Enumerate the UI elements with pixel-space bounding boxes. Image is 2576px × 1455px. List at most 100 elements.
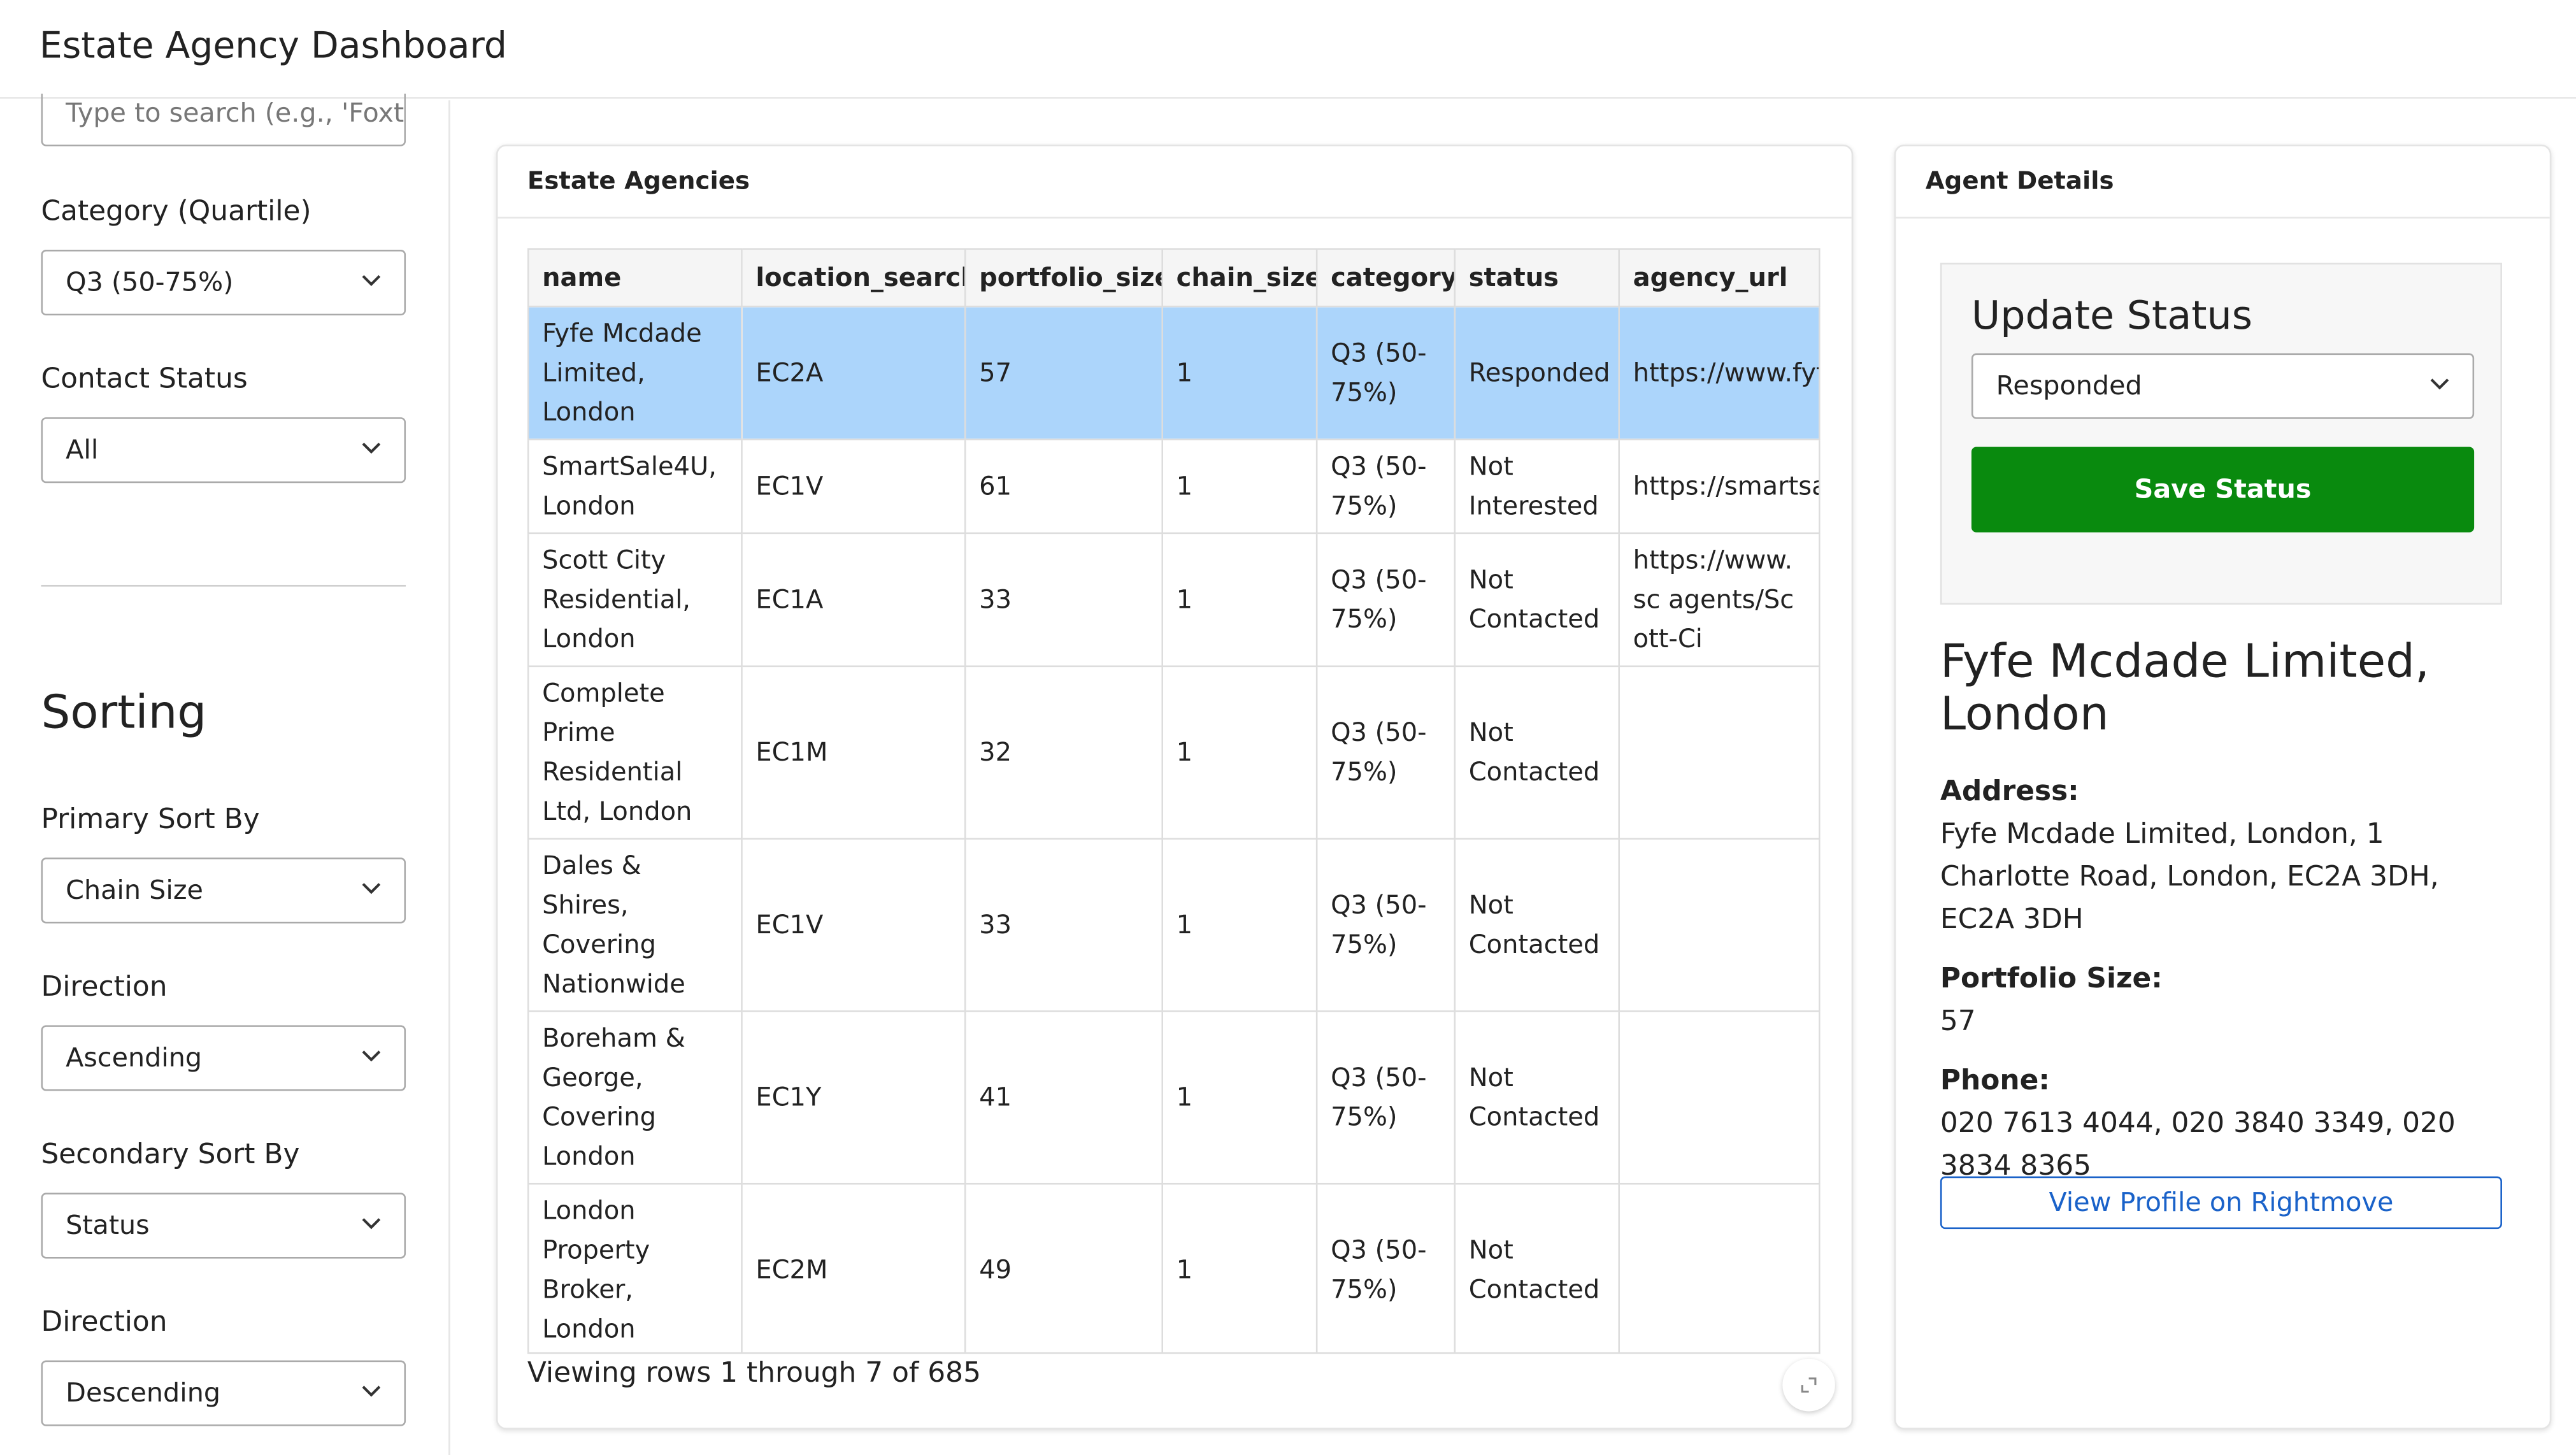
- chevron: [362, 275, 381, 287]
- table-cell: 1: [1161, 1182, 1318, 1352]
- table-cell: 33: [964, 838, 1164, 1012]
- card-title: Agent Details: [1896, 147, 2550, 219]
- table-cell: 61: [964, 438, 1164, 534]
- table-cell: Q3 (50-75%): [1315, 1010, 1456, 1185]
- column-header[interactable]: location_search: [741, 248, 966, 308]
- agent-fields: Address: Fyfe Mcdade Limited, London, 1 C…: [1940, 771, 2515, 1205]
- column-header[interactable]: chain_size: [1161, 248, 1318, 308]
- sort-select[interactable]: Ascending: [41, 1025, 406, 1091]
- filter-label: Contact Status: [41, 362, 248, 396]
- agent-name: Fyfe Mcdade Limited, London: [1940, 634, 2429, 742]
- table-row[interactable]: Complete Prime Residential Ltd, London EC…: [527, 665, 1821, 840]
- search-input[interactable]: Type to search (e.g., 'Foxt: [41, 94, 406, 147]
- sort-label: Direction: [41, 971, 168, 1004]
- table-cell: 1: [1161, 1010, 1318, 1185]
- divider: [41, 585, 406, 587]
- chevron: [362, 1218, 381, 1229]
- table-cell: 1: [1161, 438, 1318, 534]
- column-header[interactable]: name: [527, 248, 743, 308]
- field-value: 57: [1940, 1005, 1976, 1038]
- sorting-title: Sorting: [41, 685, 207, 740]
- select-value: All: [66, 433, 99, 465]
- table-cell: Not Interested: [1454, 438, 1620, 534]
- field-label: Address:: [1940, 775, 2079, 808]
- table-cell: EC2M: [741, 1182, 966, 1352]
- chevron: [362, 1386, 381, 1397]
- table-cell: https://www.sc agents/Scott-Ci: [1618, 532, 1821, 668]
- select-value: Status: [66, 1209, 150, 1241]
- table-row[interactable]: Scott City Residential, London EC1A 33 1 Q3 …: [527, 532, 1821, 668]
- status-select[interactable]: All: [41, 417, 406, 484]
- table-cell: Q3 (50-75%): [1315, 1182, 1456, 1352]
- expand-icon: [1801, 1377, 1817, 1393]
- save-button[interactable]: Save Status: [1971, 447, 2475, 533]
- select-value: Responded: [1996, 369, 2142, 401]
- table-cell: Responded: [1454, 305, 1620, 441]
- update-select[interactable]: Responded: [1971, 353, 2475, 419]
- table-cell: Not Contacted: [1454, 1182, 1620, 1352]
- table-cell: [1618, 838, 1821, 1012]
- table-cell: [1618, 665, 1821, 840]
- table-row[interactable]: London Property Broker, London EC2M 49 1 Q3 …: [527, 1182, 1821, 1352]
- table-cell: SmartSale4U, London: [527, 438, 743, 534]
- table-cell: https://smartsa: [1618, 438, 1821, 534]
- select-value: Descending: [66, 1377, 221, 1408]
- filter-label: Category (Quartile): [41, 195, 311, 229]
- table-cell: 41: [964, 1010, 1164, 1185]
- table-cell: 1: [1161, 305, 1318, 441]
- column-header[interactable]: portfolio_size: [964, 248, 1164, 308]
- table-cell: 57: [964, 305, 1164, 441]
- select-value: Chain Size: [66, 874, 203, 906]
- table-cell: 49: [964, 1182, 1164, 1352]
- table-row[interactable]: SmartSale4U, London EC1V 61 1 Q3 (50-75%) Not…: [527, 438, 1821, 534]
- table-cell: Dales & Shires, Covering Nationwide: [527, 838, 743, 1012]
- table-cell: EC1V: [741, 438, 966, 534]
- table-cell: Q3 (50-75%): [1315, 305, 1456, 441]
- select-value: Q3 (50-75%): [66, 266, 234, 297]
- table-cell: Scott City Residential, London: [527, 532, 743, 668]
- column-header[interactable]: category: [1315, 248, 1456, 308]
- table-cell: Not Contacted: [1454, 532, 1620, 668]
- table-cell: Not Contacted: [1454, 665, 1620, 840]
- table-cell: EC1V: [741, 838, 966, 1012]
- table-row[interactable]: Dales & Shires, Covering Nationwide EC1V 3…: [527, 838, 1821, 1012]
- sidebar: Type to search (e.g., 'Foxt Category (Qu…: [0, 94, 450, 1455]
- sort-label: Primary Sort By: [41, 803, 260, 836]
- expand-button[interactable]: [1782, 1358, 1835, 1412]
- sort-select[interactable]: Status: [41, 1193, 406, 1259]
- sort-select[interactable]: Chain Size: [41, 857, 406, 924]
- table-cell: Boreham & George, Covering London: [527, 1010, 743, 1185]
- table-row[interactable]: Fyfe Mcdade Limited, London EC2A 57 1 Q3 (50…: [527, 305, 1821, 441]
- table-cell: [1618, 1010, 1821, 1185]
- chevron: [362, 442, 381, 454]
- profile-button[interactable]: View Profile on Rightmove: [1940, 1176, 2502, 1229]
- table-cell: 32: [964, 665, 1164, 840]
- select-value: Ascending: [66, 1042, 203, 1073]
- table-cell: 1: [1161, 532, 1318, 668]
- table-card: Estate Agencies name location_search portf…: [496, 144, 1854, 1430]
- sort-label: Secondary Sort By: [41, 1138, 300, 1172]
- field: Phone: 020 7613 4044, 020 3840 3349, 020 …: [1940, 1060, 2515, 1188]
- table-cell: Q3 (50-75%): [1315, 438, 1456, 534]
- sort-select[interactable]: Descending: [41, 1360, 406, 1426]
- table-row[interactable]: Boreham & George, Covering London EC1Y 41 1…: [527, 1010, 1821, 1185]
- column-header[interactable]: status: [1454, 248, 1620, 308]
- field-value: Fyfe Mcdade Limited, London, 1 Charlotte…: [1940, 818, 2439, 937]
- table-cell: 33: [964, 532, 1164, 668]
- category-select[interactable]: Q3 (50-75%): [41, 250, 406, 316]
- table-cell: EC2A: [741, 305, 966, 441]
- table-cell: 1: [1161, 838, 1318, 1012]
- update-panel: Update Status Responded Save Status: [1940, 262, 2502, 605]
- table-cell: Q3 (50-75%): [1315, 838, 1456, 1012]
- column-header[interactable]: agency_url: [1618, 248, 1821, 308]
- field-label: Portfolio Size:: [1940, 963, 2163, 996]
- table-cell: London Property Broker, London: [527, 1182, 743, 1352]
- table-cell: Complete Prime Residential Ltd, London: [527, 665, 743, 840]
- table-cell: [1618, 1182, 1821, 1352]
- table-cell: EC1M: [741, 665, 966, 840]
- table-cell: EC1A: [741, 532, 966, 668]
- chevron: [362, 883, 381, 894]
- table-viewport: name location_search portfolio_size chain_s…: [527, 248, 1821, 1354]
- field: Portfolio Size: 57: [1940, 958, 2515, 1043]
